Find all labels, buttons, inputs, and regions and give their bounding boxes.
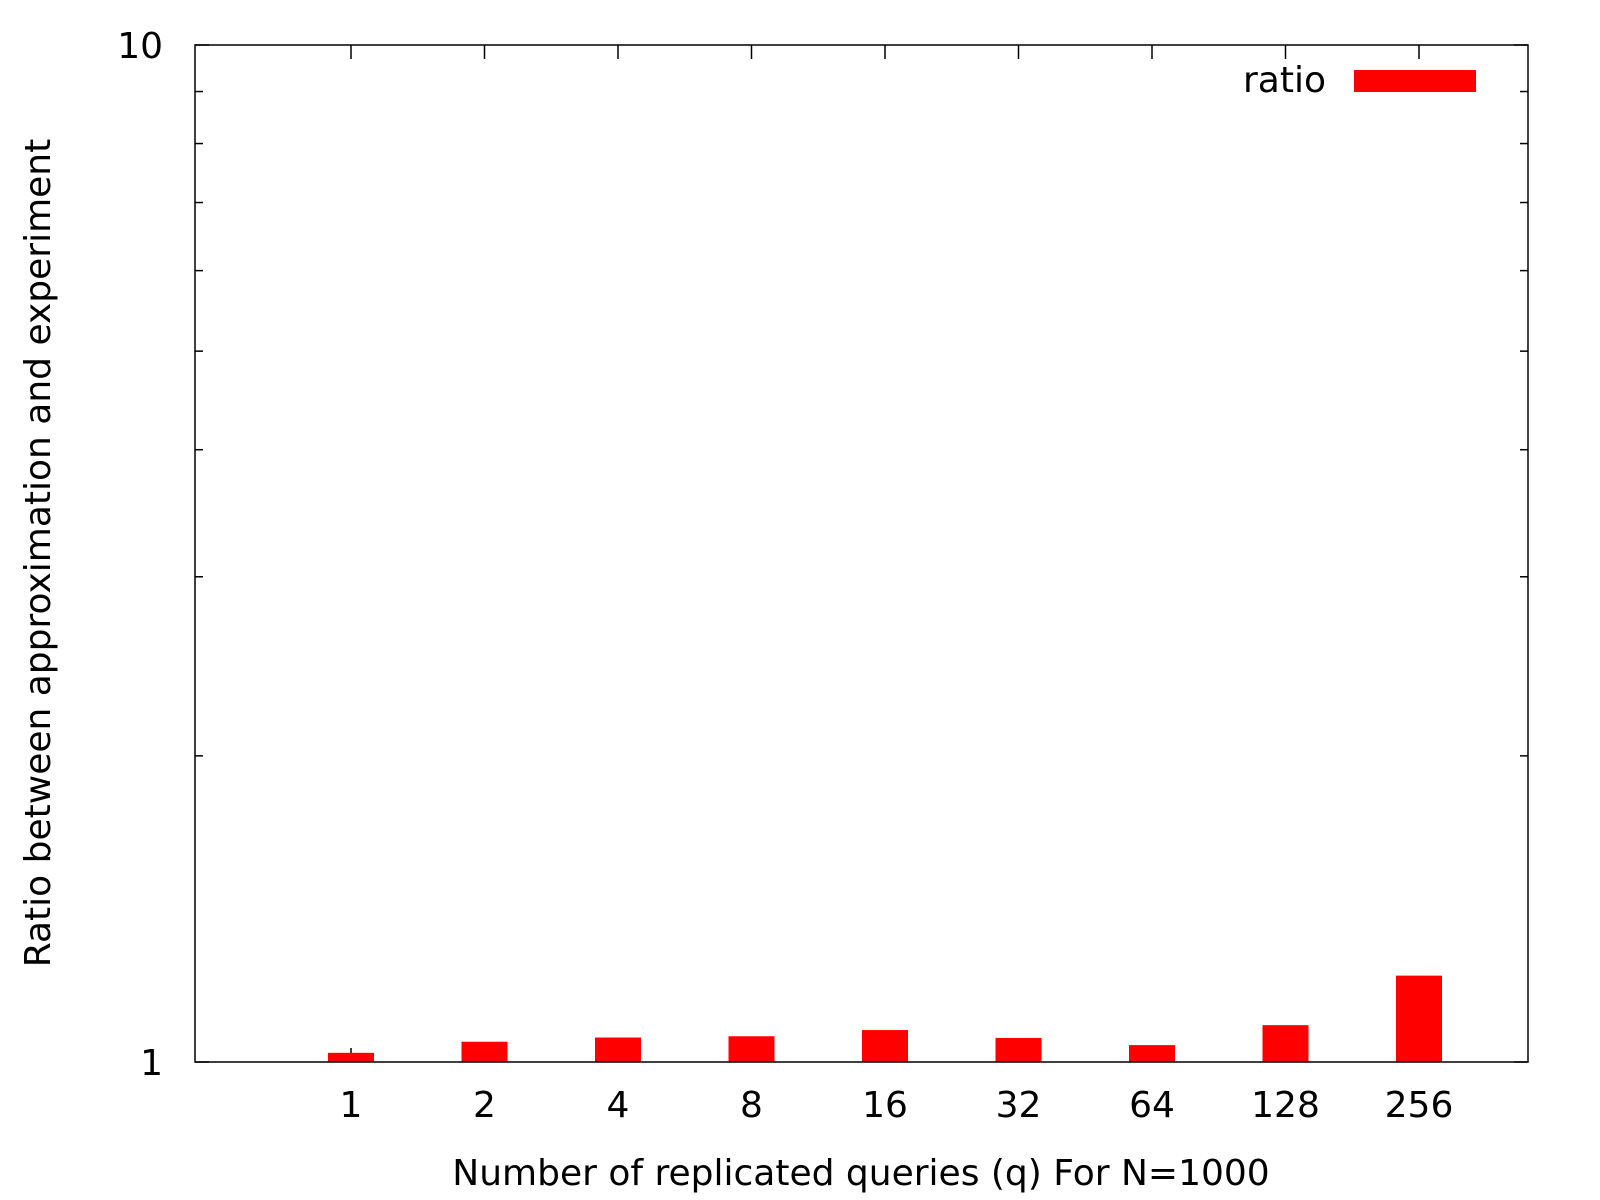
y-tick-labels: 1 10 <box>117 26 163 1084</box>
bar-256 <box>1396 975 1442 1062</box>
legend-label: ratio <box>1243 60 1326 101</box>
x-tick-label: 128 <box>1251 1085 1320 1126</box>
legend-swatch <box>1354 70 1476 92</box>
axis-ticks <box>195 44 1528 1063</box>
plot-frame <box>194 44 1529 1063</box>
x-axis-title: Number of replicated queries (q) For N=1… <box>452 1153 1269 1194</box>
x-tick-label: 1 <box>340 1085 363 1126</box>
x-tick-label: 64 <box>1129 1085 1175 1126</box>
x-tick-label: 4 <box>607 1085 630 1126</box>
bar-2 <box>461 1041 508 1062</box>
x-tick-label: 32 <box>996 1085 1042 1126</box>
bar-1 <box>328 1052 374 1062</box>
bar-64 <box>1129 1045 1175 1062</box>
legend: ratio <box>1243 60 1476 101</box>
x-tick-label: 256 <box>1385 1085 1454 1126</box>
bar-8 <box>728 1036 775 1062</box>
y-axis-title: Ratio between approximation and experime… <box>18 139 59 967</box>
x-tick-label: 16 <box>862 1085 908 1126</box>
x-tick-labels: 1 2 4 8 16 32 64 128 256 <box>340 1085 1454 1126</box>
y-tick-label: 1 <box>140 1043 163 1084</box>
x-tick-label: 2 <box>473 1085 496 1126</box>
bar-4 <box>595 1037 641 1062</box>
bar-128 <box>1262 1025 1309 1062</box>
y-tick-label: 10 <box>117 26 163 67</box>
bars <box>328 975 1442 1062</box>
bar-32 <box>995 1037 1042 1062</box>
x-tick-label: 8 <box>740 1085 763 1126</box>
bar-16 <box>862 1030 908 1062</box>
